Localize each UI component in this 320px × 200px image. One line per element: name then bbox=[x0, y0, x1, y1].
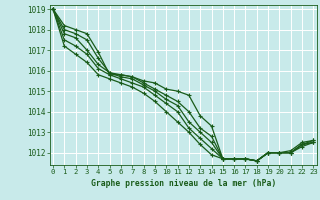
X-axis label: Graphe pression niveau de la mer (hPa): Graphe pression niveau de la mer (hPa) bbox=[91, 179, 276, 188]
